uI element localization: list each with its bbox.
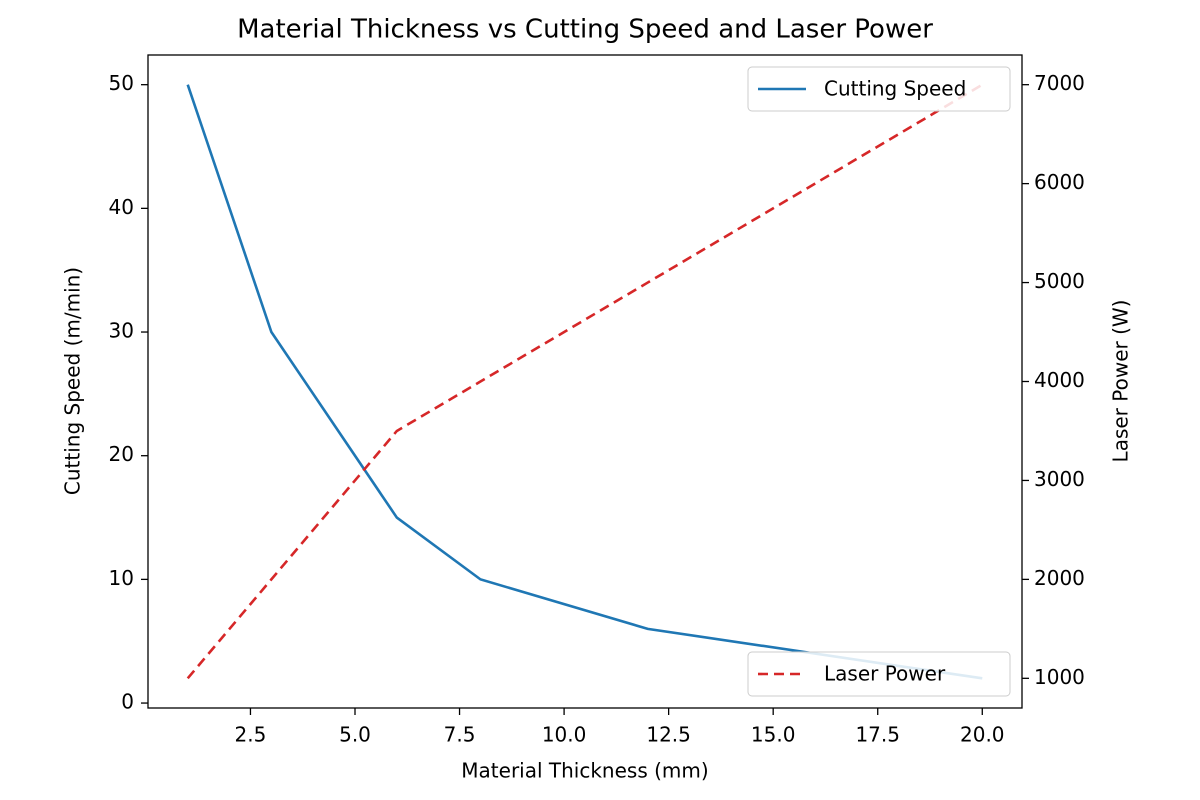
y2-axis-label: Laser Power (W) xyxy=(1109,300,1133,463)
legend-box xyxy=(747,651,1011,697)
y2-tick-label: 1000 xyxy=(1034,665,1085,689)
legend-label: Laser Power xyxy=(824,662,946,686)
y2-tick-label: 6000 xyxy=(1034,170,1085,194)
y-tick-label: 20 xyxy=(109,442,134,466)
x-tick-label: 10.0 xyxy=(542,723,587,747)
legend-box xyxy=(747,66,1011,112)
y-tick-label: 0 xyxy=(121,690,134,714)
chart-title: Material Thickness vs Cutting Speed and … xyxy=(237,15,933,45)
x-tick-label: 17.5 xyxy=(855,723,900,747)
data-line xyxy=(186,84,983,680)
x-tick-label: 12.5 xyxy=(646,723,691,747)
y-axis-label: Cutting Speed (m/min) xyxy=(61,267,85,495)
y-tick-label: 40 xyxy=(109,195,134,219)
x-tick-label: 20.0 xyxy=(960,723,1005,747)
x-axis-label: Material Thickness (mm) xyxy=(461,759,708,783)
y-tick-label: 30 xyxy=(109,319,134,343)
x-tick-label: 5.0 xyxy=(339,723,371,747)
y2-tick-label: 2000 xyxy=(1034,566,1085,590)
y-tick-label: 50 xyxy=(109,71,134,95)
y-tick-label: 10 xyxy=(109,566,134,590)
legend-label: Cutting Speed xyxy=(824,77,966,101)
y2-tick-label: 7000 xyxy=(1034,71,1085,95)
x-tick-label: 7.5 xyxy=(444,723,476,747)
y2-tick-label: 3000 xyxy=(1034,467,1085,491)
x-tick-label: 2.5 xyxy=(235,723,267,747)
y2-tick-label: 4000 xyxy=(1034,368,1085,392)
x-tick-label: 15.0 xyxy=(751,723,796,747)
y2-tick-label: 5000 xyxy=(1034,269,1085,293)
data-line xyxy=(186,83,983,680)
plot-frame xyxy=(147,54,1023,709)
